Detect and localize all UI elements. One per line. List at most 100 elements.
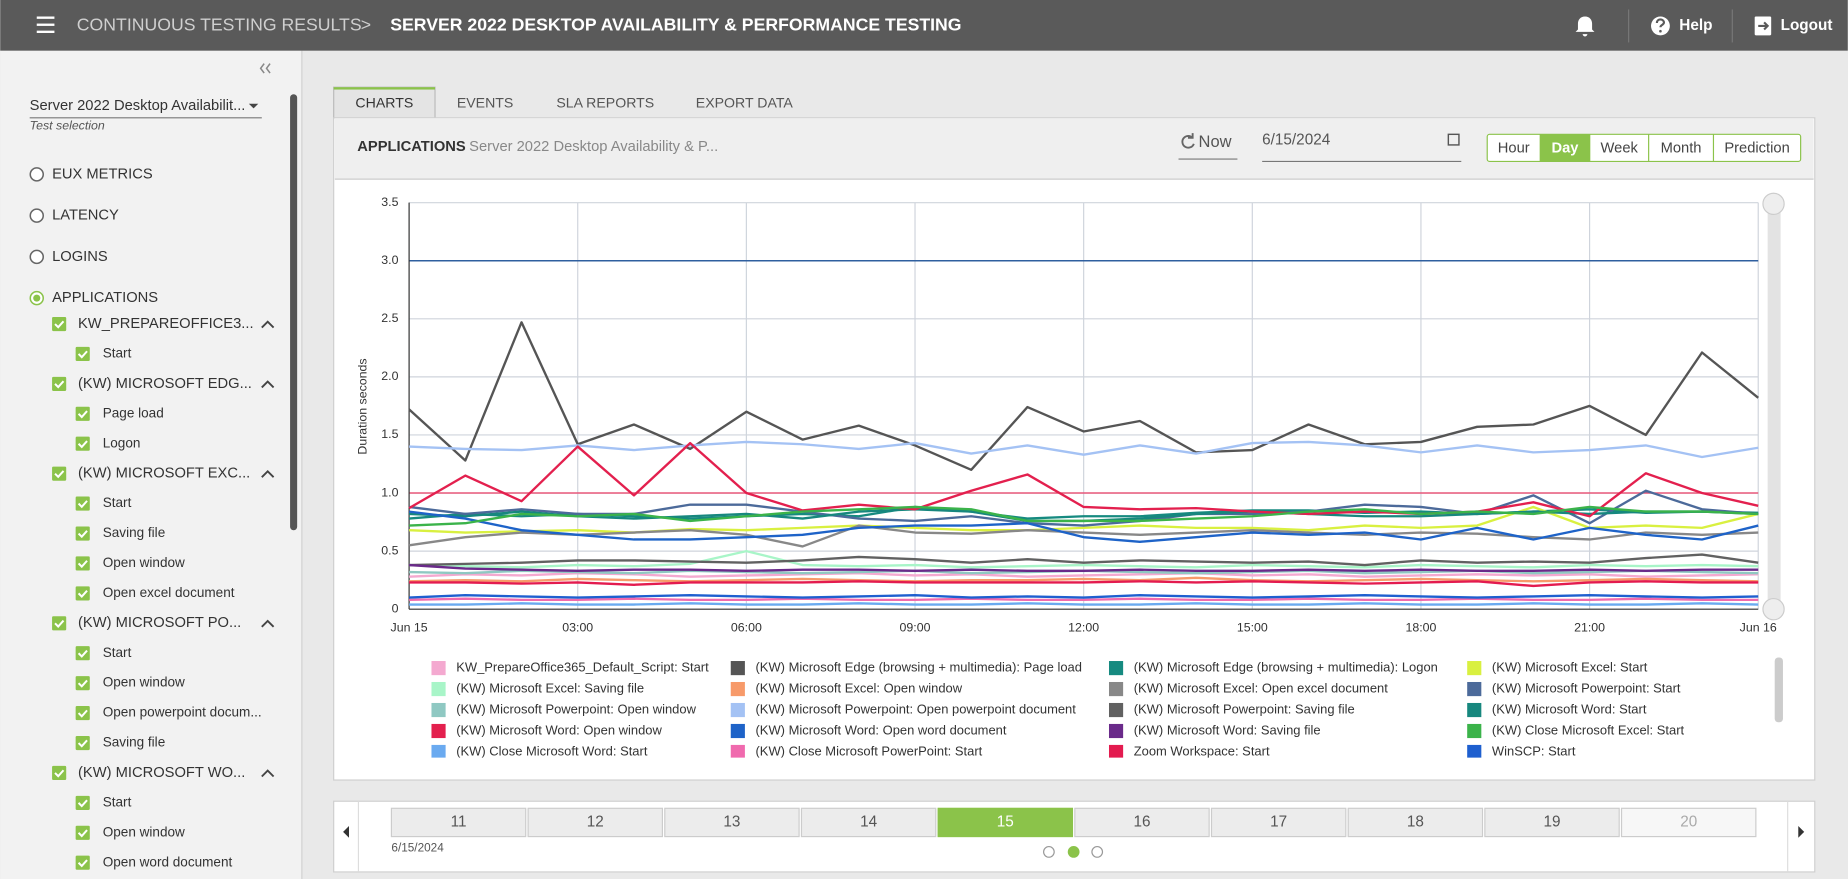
metric-option[interactable]: LATENCY <box>52 208 119 224</box>
tree-item-label[interactable]: Start <box>103 794 132 809</box>
tree-group-label[interactable]: (KW) MICROSOFT WO... <box>78 765 245 781</box>
radio-button[interactable] <box>30 168 43 181</box>
checkbox[interactable] <box>76 586 90 600</box>
legend-label[interactable]: (KW) Microsoft Powerpoint: Saving file <box>1134 701 1355 716</box>
range-button[interactable]: Prediction <box>1724 140 1789 156</box>
tree-item-label[interactable]: Open word document <box>103 854 233 869</box>
page-dot[interactable] <box>1068 847 1079 858</box>
section-title: APPLICATIONS <box>357 139 466 155</box>
checkbox[interactable] <box>76 347 90 361</box>
tree-group-label[interactable]: (KW) MICROSOFT EDG... <box>78 376 252 392</box>
legend-label[interactable]: (KW) Close Microsoft PowerPoint: Start <box>756 743 983 758</box>
y-tick-label: 2.0 <box>381 369 398 383</box>
checkbox[interactable] <box>76 826 90 840</box>
checkbox[interactable] <box>76 407 90 421</box>
legend-label[interactable]: (KW) Microsoft Edge (browsing + multimed… <box>1134 660 1438 675</box>
checkbox[interactable] <box>76 736 90 750</box>
tree-item-label[interactable]: Start <box>103 645 132 660</box>
tree-item-label[interactable]: Saving file <box>103 525 166 540</box>
checkbox[interactable] <box>52 317 66 331</box>
checkbox[interactable] <box>76 706 90 720</box>
now-button[interactable]: Now <box>1199 133 1232 151</box>
tree-item-label[interactable]: Open window <box>103 675 185 690</box>
tab[interactable]: CHARTS <box>355 94 413 110</box>
metric-option[interactable]: LOGINS <box>52 249 108 265</box>
checkbox[interactable] <box>76 437 90 451</box>
date-input[interactable]: 6/15/2024 <box>1262 131 1331 148</box>
checkbox[interactable] <box>76 856 90 870</box>
checkbox[interactable] <box>76 556 90 570</box>
checkbox[interactable] <box>76 526 90 540</box>
radio-button[interactable] <box>30 209 43 222</box>
tree-group-label[interactable]: (KW) MICROSOFT EXC... <box>78 466 250 482</box>
legend-label[interactable]: KW_PrepareOffice365_Default_Script: Star… <box>456 660 709 675</box>
checkbox[interactable] <box>76 497 90 511</box>
tab[interactable]: EVENTS <box>457 94 514 110</box>
tree-item-label[interactable]: Open window <box>103 824 185 839</box>
x-tick-label: Jun 16 <box>1740 620 1777 634</box>
legend-label[interactable]: (KW) Microsoft Powerpoint: Start <box>1492 680 1681 695</box>
logout-button[interactable]: Logout <box>1781 17 1833 34</box>
page-dot[interactable] <box>1092 847 1103 858</box>
legend-swatch <box>431 745 445 759</box>
checkbox[interactable] <box>76 676 90 690</box>
range-button[interactable]: Month <box>1661 140 1702 156</box>
legend-label[interactable]: (KW) Microsoft Powerpoint: Open window <box>456 701 696 716</box>
scroll-handle[interactable] <box>1763 193 1784 214</box>
range-button[interactable]: Day <box>1551 140 1579 156</box>
scroll-handle[interactable] <box>1763 599 1784 620</box>
legend-label[interactable]: (KW) Microsoft Excel: Saving file <box>456 680 644 695</box>
breadcrumb[interactable]: CONTINUOUS TESTING RESULTS <box>77 15 362 35</box>
legend-label[interactable]: (KW) Microsoft Word: Open window <box>456 722 662 737</box>
tree-item-label[interactable]: Logon <box>103 435 141 450</box>
tree-group-label[interactable]: KW_PREPAREOFFICE3... <box>78 316 254 332</box>
tree-item-label[interactable]: Open window <box>103 555 185 570</box>
help-icon-dot <box>1659 30 1662 33</box>
legend-label[interactable]: (KW) Microsoft Word: Saving file <box>1134 722 1321 737</box>
series-line <box>409 603 1758 604</box>
radio-button[interactable] <box>30 250 43 263</box>
day-label: 12 <box>587 813 604 830</box>
page-dot[interactable] <box>1044 847 1055 858</box>
metric-option[interactable]: EUX METRICS <box>52 166 153 182</box>
tree-item-label[interactable]: Open excel document <box>103 585 235 600</box>
tree-group-label[interactable]: (KW) MICROSOFT PO... <box>78 615 241 631</box>
tree-item-label[interactable]: Open powerpoint docum... <box>103 705 262 720</box>
series-line <box>409 599 1758 600</box>
legend-swatch <box>1109 682 1123 696</box>
metric-option[interactable]: APPLICATIONS <box>52 290 158 306</box>
legend-label[interactable]: (KW) Close Microsoft Excel: Start <box>1492 722 1685 737</box>
range-button[interactable]: Hour <box>1498 140 1530 156</box>
day-label: 15 <box>997 813 1014 830</box>
legend-label[interactable]: (KW) Microsoft Excel: Start <box>1492 660 1648 675</box>
legend-label[interactable]: (KW) Microsoft Excel: Open window <box>756 680 963 695</box>
checkbox[interactable] <box>52 377 66 391</box>
tree-item-label[interactable]: Saving file <box>103 735 166 750</box>
day-label: 19 <box>1544 813 1561 830</box>
legend-swatch <box>431 724 445 738</box>
range-button[interactable]: Week <box>1601 140 1639 156</box>
tree-item-label[interactable]: Page load <box>103 405 164 420</box>
legend-label[interactable]: (KW) Microsoft Powerpoint: Open powerpoi… <box>756 701 1077 716</box>
tab[interactable]: SLA REPORTS <box>556 94 654 110</box>
legend-label[interactable]: WinSCP: Start <box>1492 743 1576 758</box>
legend-swatch <box>1467 661 1481 675</box>
test-select[interactable]: Server 2022 Desktop Availabilit... <box>30 98 246 114</box>
checkbox[interactable] <box>76 646 90 660</box>
checkbox[interactable] <box>52 467 66 481</box>
legend-label[interactable]: Zoom Workspace: Start <box>1134 743 1270 758</box>
checkbox[interactable] <box>52 766 66 780</box>
legend-label[interactable]: (KW) Close Microsoft Word: Start <box>456 743 648 758</box>
checkbox[interactable] <box>76 796 90 810</box>
legend-label[interactable]: (KW) Microsoft Word: Start <box>1492 701 1647 716</box>
tree-item-label[interactable]: Start <box>103 346 132 361</box>
legend-label[interactable]: (KW) Microsoft Excel: Open excel documen… <box>1134 680 1389 695</box>
legend-label[interactable]: (KW) Microsoft Word: Open word document <box>756 722 1007 737</box>
help-button[interactable]: Help <box>1679 17 1712 34</box>
legend-label[interactable]: (KW) Microsoft Edge (browsing + multimed… <box>756 660 1082 675</box>
tab[interactable]: EXPORT DATA <box>696 94 794 110</box>
checkbox[interactable] <box>52 616 66 630</box>
tree-item-label[interactable]: Start <box>103 495 132 510</box>
